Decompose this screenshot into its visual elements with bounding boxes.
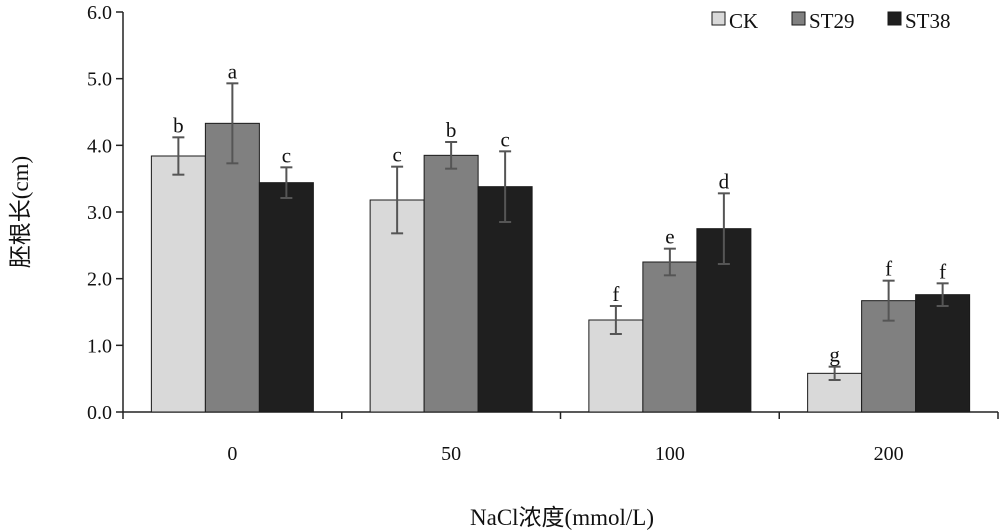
x-axis: 0 50 100 200 [122,411,999,465]
significance-letter: f [885,257,892,281]
y-tick-label: 5.0 [87,69,112,91]
legend-label-st29: ST29 [809,9,855,33]
y-axis-title: 胚根长(cm) [8,156,33,268]
x-tick-label: 200 [874,443,904,465]
bar-st29-50 [423,154,479,413]
legend-swatch-ck [711,11,726,26]
y-tick-label: 0.0 [87,402,112,424]
legend: CK ST29 ST38 [711,9,951,33]
x-tick-label: 0 [227,443,237,465]
y-tick-label: 1.0 [87,335,112,357]
bar-st38-50 [477,186,533,413]
legend-label-st38: ST38 [905,9,951,33]
bar-st38-200 [915,294,971,413]
x-axis-title: NaCl浓度(mmol/L) [470,505,654,530]
significance-letter: c [500,127,509,151]
y-tick-label: 3.0 [87,202,112,224]
significance-letter: g [829,343,840,367]
bar-st29-100 [642,261,698,413]
significance-letter: b [446,118,457,142]
y-tick-label: 4.0 [87,135,112,157]
significance-letter: b [173,113,184,137]
bars [150,122,971,413]
significance-letter: f [612,282,619,306]
y-tick-label: 2.0 [87,269,112,291]
x-tick-label: 50 [441,443,461,465]
legend-swatch-st38 [887,11,902,26]
x-tick-label: 100 [655,443,685,465]
significance-letter: a [228,59,238,83]
bar-st29-0 [204,122,260,413]
significance-letter: e [665,225,674,249]
bar-st38-0 [258,182,314,413]
significance-letter: f [939,259,946,283]
bar-ck-0 [150,155,206,413]
y-axis: 0.0 1.0 2.0 3.0 4.0 5.0 6.0 [87,2,124,424]
significance-letter: c [282,143,291,167]
legend-swatch-st29 [791,11,806,26]
significance-letter: c [392,143,401,167]
error-bars [172,82,949,381]
legend-label-ck: CK [729,9,758,33]
y-tick-label: 6.0 [87,2,112,24]
significance-letter: d [719,169,730,193]
significance-letters: b c f g a b e f c c d f [173,59,946,366]
